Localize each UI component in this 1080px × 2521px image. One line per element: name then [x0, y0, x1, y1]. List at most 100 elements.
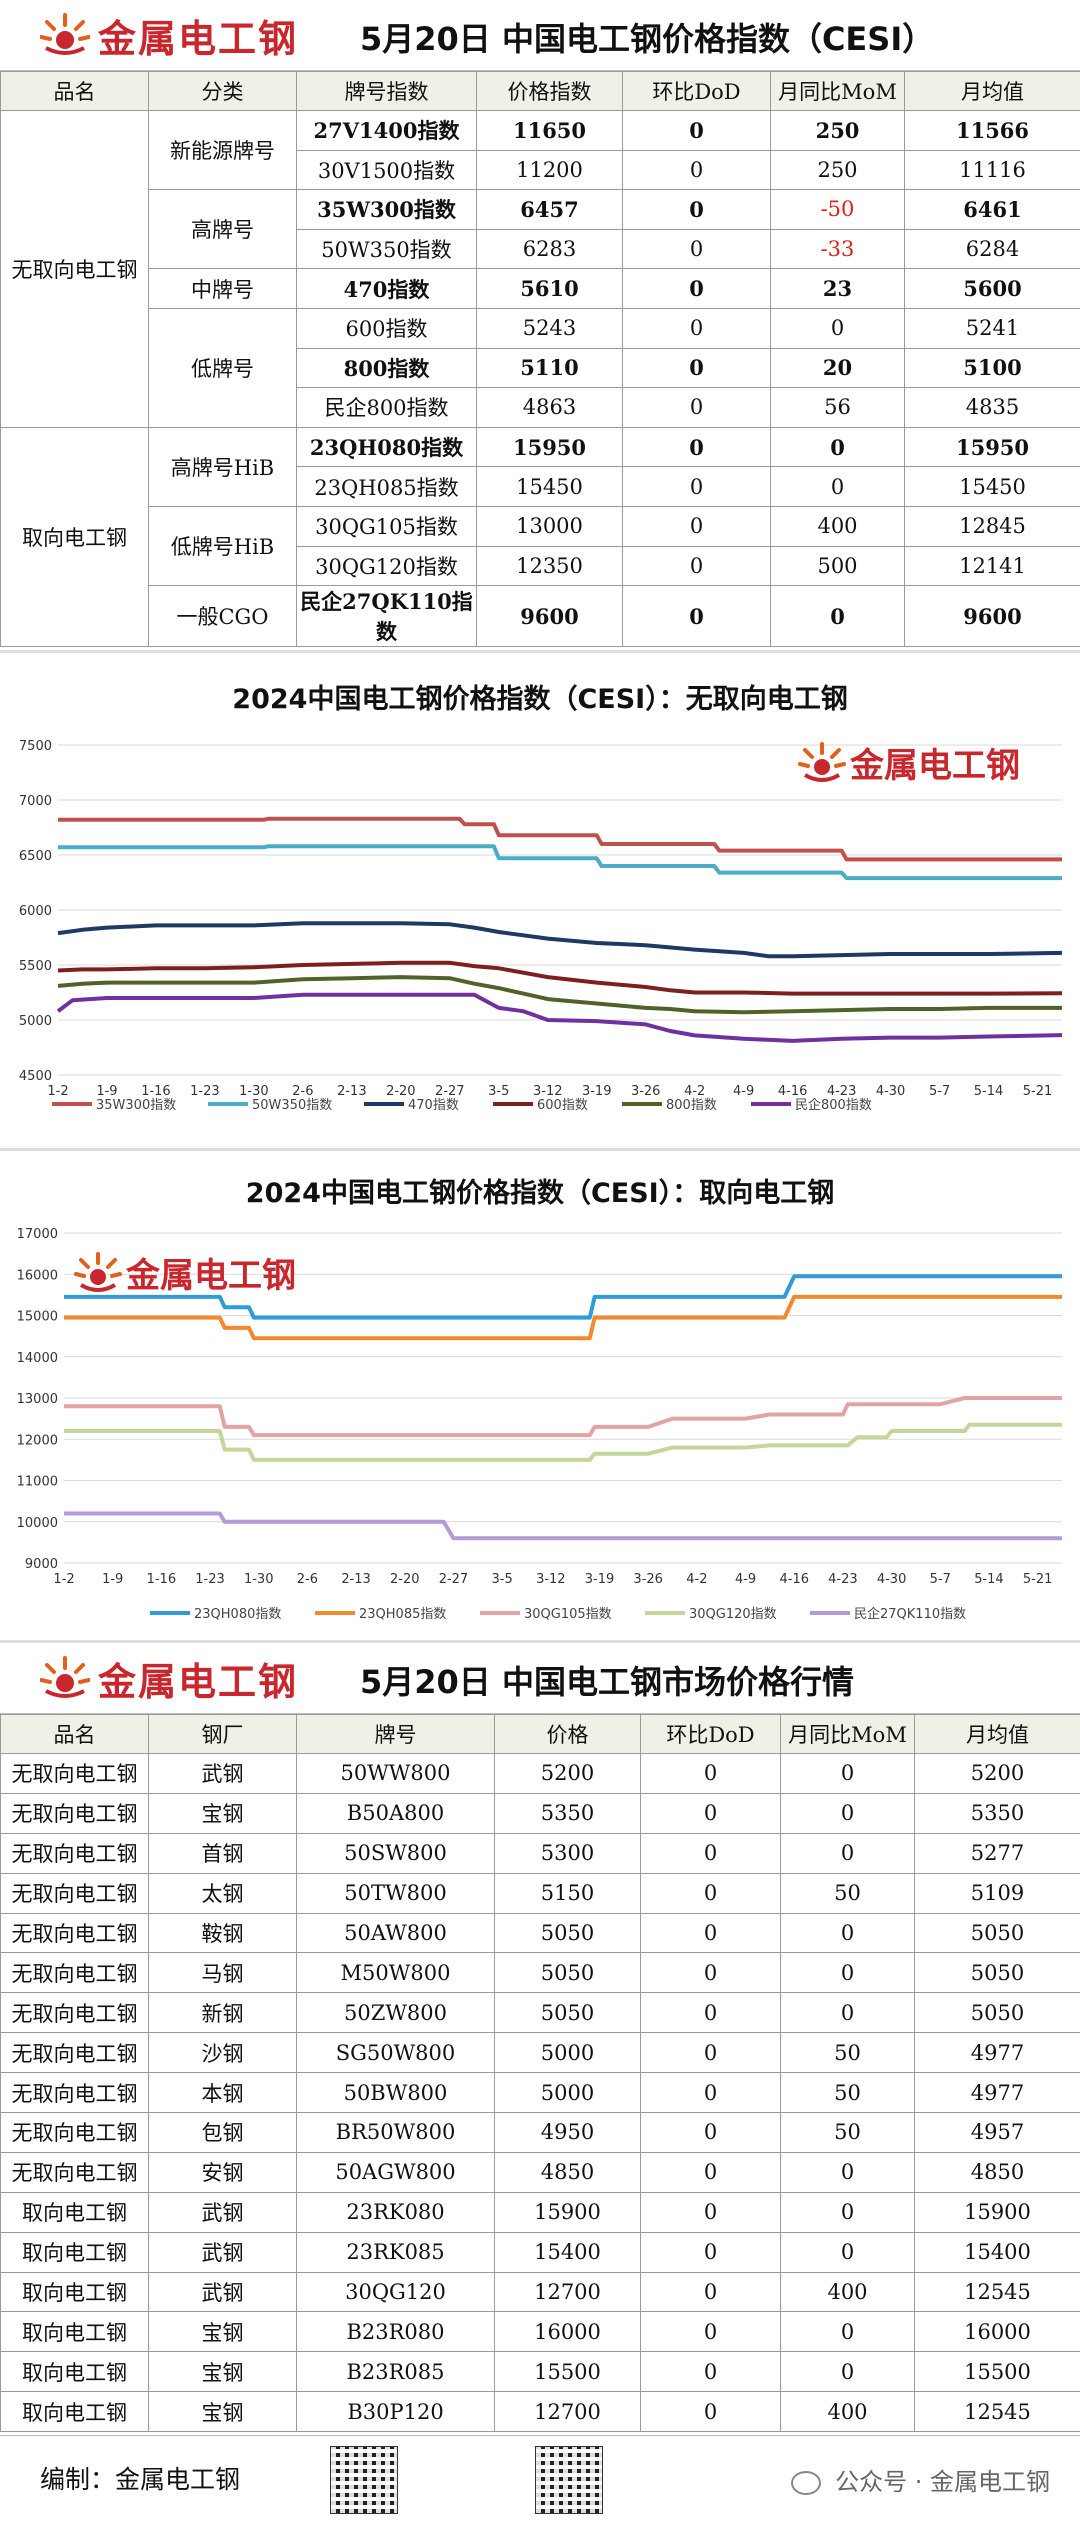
mom-cell: 23 — [771, 269, 905, 309]
x-tick-label: 2-20 — [390, 1572, 420, 1587]
brand-watermark-text: 金属电工钢 — [125, 1256, 296, 1296]
price-cell: 12350 — [477, 546, 623, 586]
price-cell: 13000 — [477, 506, 623, 546]
mom-cell: 50 — [781, 2113, 915, 2153]
mill-cell: 宝钢 — [149, 1793, 297, 1833]
product-cell: 无取向电工钢 — [1, 1873, 149, 1913]
grade-cell: 50BW800 — [297, 2073, 495, 2113]
mom-cell: 0 — [781, 1754, 915, 1794]
price-cell: 15500 — [495, 2352, 641, 2392]
x-tick-label: 4-23 — [828, 1572, 858, 1587]
mill-cell: 武钢 — [149, 1754, 297, 1794]
dod-cell: 0 — [623, 150, 771, 190]
price-cell: 6457 — [477, 190, 623, 230]
grade-cell: 50ZW800 — [297, 1993, 495, 2033]
brand-watermark-text: 金属电工钢 — [849, 746, 1020, 786]
dod-cell: 0 — [641, 2392, 781, 2432]
wechat-account: 公众号 · 金属电工钢 — [791, 2462, 1050, 2497]
price-cell: 11650 — [477, 111, 623, 151]
series-line — [58, 846, 1062, 878]
product-cell: 无取向电工钢 — [1, 1913, 149, 1953]
product-cell: 无取向电工钢 — [1, 1793, 149, 1833]
x-tick-label: 4-2 — [684, 1084, 705, 1099]
grade-cell: 50TW800 — [297, 1873, 495, 1913]
header-cell: 环比DoD — [623, 72, 771, 111]
grade-cell: SG50W800 — [297, 2033, 495, 2073]
x-tick-label: 5-7 — [929, 1084, 950, 1099]
brand-watermark: 金属电工钢 — [800, 744, 1020, 786]
avg-cell: 11566 — [905, 111, 1080, 151]
avg-cell: 5050 — [915, 1913, 1080, 1953]
y-tick-label: 13000 — [17, 1392, 58, 1407]
product-cell: 无取向电工钢 — [1, 1754, 149, 1794]
table-row: 低牌号HiB 30QG105指数 13000 0 400 12845 — [1, 506, 1080, 546]
grade-cell: 23QH085指数 — [297, 467, 477, 507]
avg-cell: 9600 — [905, 586, 1080, 647]
product-cell: 取向电工钢 — [1, 2312, 149, 2352]
product-cell: 无取向电工钢 — [1, 2113, 149, 2153]
mill-cell: 包钢 — [149, 2113, 297, 2153]
grade-cell: 27V1400指数 — [297, 111, 477, 151]
mill-cell: 新钢 — [149, 1993, 297, 2033]
table-row: 无取向电工钢 新能源牌号 27V1400指数 11650 0 250 11566 — [1, 111, 1080, 151]
dod-cell: 0 — [641, 2152, 781, 2192]
grade-cell: B23R080 — [297, 2312, 495, 2352]
mill-cell: 宝钢 — [149, 2352, 297, 2392]
mill-cell: 太钢 — [149, 1873, 297, 1913]
legend-label: 23QH085指数 — [359, 1607, 446, 1622]
avg-cell: 5109 — [915, 1873, 1080, 1913]
y-tick-label: 7500 — [19, 739, 52, 754]
mom-cell: 0 — [781, 1993, 915, 2033]
mill-cell: 武钢 — [149, 2232, 297, 2272]
x-tick-label: 3-5 — [492, 1572, 513, 1587]
price-cell: 6283 — [477, 229, 623, 269]
avg-cell: 6284 — [905, 229, 1080, 269]
price-cell: 5110 — [477, 348, 623, 388]
avg-cell: 5050 — [915, 1953, 1080, 1993]
avg-cell: 15400 — [915, 2232, 1080, 2272]
mill-cell: 沙钢 — [149, 2033, 297, 2073]
dod-cell: 0 — [623, 348, 771, 388]
series-line — [58, 963, 1062, 994]
brand-logo: 金属电工钢 — [40, 10, 298, 60]
mill-cell: 宝钢 — [149, 2392, 297, 2432]
mom-cell: 0 — [781, 2232, 915, 2272]
y-tick-label: 12000 — [17, 1433, 58, 1448]
avg-cell: 6461 — [905, 190, 1080, 230]
market-section: 金属电工钢 5月20日 中国电工钢市场价格行情 品名 钢厂 牌号 价格 环比Do… — [0, 1640, 1080, 2432]
group-cell-go: 取向电工钢 — [1, 427, 149, 646]
table-header-row: 品名 分类 牌号指数 价格指数 环比DoD 月同比MoM 月均值 — [1, 72, 1080, 111]
dod-cell: 0 — [623, 308, 771, 348]
x-tick-label: 3-12 — [533, 1084, 563, 1099]
series-line — [64, 1514, 1062, 1539]
mom-cell: 0 — [771, 427, 905, 467]
price-cell: 5243 — [477, 308, 623, 348]
mom-cell: 0 — [771, 467, 905, 507]
y-tick-label: 17000 — [17, 1227, 58, 1242]
grade-cell: 50AW800 — [297, 1913, 495, 1953]
y-tick-label: 11000 — [17, 1475, 58, 1490]
mom-cell: 400 — [771, 506, 905, 546]
grade-cell: 23RK085 — [297, 2232, 495, 2272]
mill-cell: 武钢 — [149, 2192, 297, 2232]
x-tick-label: 2-20 — [386, 1084, 416, 1099]
price-cell: 5300 — [495, 1833, 641, 1873]
dod-cell: 0 — [641, 2312, 781, 2352]
y-tick-label: 5500 — [19, 959, 52, 974]
grade-cell: B23R085 — [297, 2352, 495, 2392]
header-cell: 分类 — [149, 72, 297, 111]
dod-cell: 0 — [641, 2113, 781, 2153]
product-cell: 无取向电工钢 — [1, 1993, 149, 2033]
x-tick-label: 1-30 — [244, 1572, 274, 1587]
price-cell: 4950 — [495, 2113, 641, 2153]
grade-cell: 23QH080指数 — [297, 427, 477, 467]
x-tick-label: 4-16 — [778, 1084, 808, 1099]
x-tick-label: 1-16 — [147, 1572, 177, 1587]
mom-cell: 0 — [781, 1953, 915, 1993]
price-cell: 5050 — [495, 1913, 641, 1953]
